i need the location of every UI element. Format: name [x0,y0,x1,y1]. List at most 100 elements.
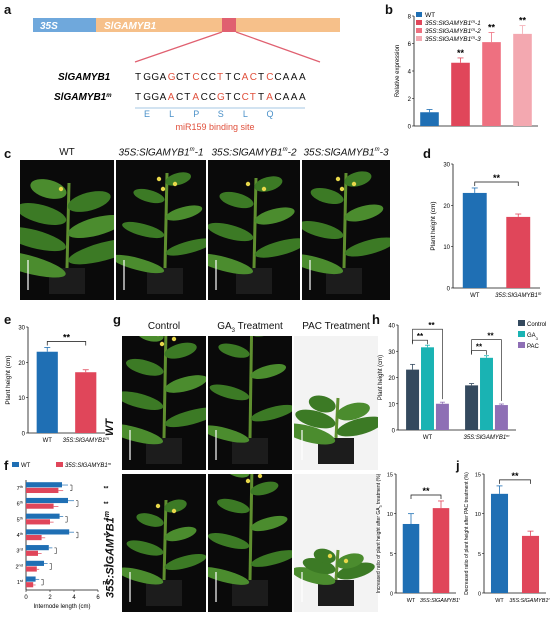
y-tick-label: 1st [17,578,24,586]
seq1-base: T [135,72,141,83]
leaf [250,364,287,379]
sig-bracket [412,328,443,400]
legend-swatch [518,331,525,337]
bar [480,357,493,430]
amino-acid: L [169,109,174,119]
legend-label: 35S:SlGAMYB1m [65,461,112,470]
sig-bracket [65,516,68,523]
legend-swatch [12,462,19,467]
y-tick-label: 10 [18,396,25,402]
sig-label: ** [104,502,109,508]
leaf [208,567,250,585]
leaf [250,481,279,496]
leaf [164,553,206,571]
zoom-line-left [134,31,223,63]
leaf [294,423,336,445]
seq1-base: C [266,72,273,83]
leaf [68,238,114,265]
seq1-base: C [192,72,199,83]
leaf [250,336,278,337]
bar [26,497,68,504]
gene-label: SlGAMYB1 [104,21,157,32]
seq2-base: A [168,92,175,103]
stem [162,499,168,581]
seq1-base: A [299,72,306,83]
seq2-base: A [299,92,306,103]
seq2-base: T [225,92,231,103]
flower [327,553,333,559]
leaf [164,375,206,393]
flower [160,186,166,192]
seq1-base: C [176,72,183,83]
leaf [344,204,384,222]
leaf [122,221,165,239]
seq2-base: A [160,92,167,103]
y-axis-label: Decreased ratio of plant height after PA… [464,472,470,595]
bar [432,508,450,593]
stem [334,397,340,439]
seq2-base: A [291,92,298,103]
legend-label: Control [527,322,546,328]
y-tick-label: 0 [408,125,412,131]
seq1-base: T [217,72,223,83]
sig-label: ** [104,534,109,540]
seq2-base: C [274,92,281,103]
legend-swatch [56,462,63,467]
x-tick-label: WT [470,293,480,299]
pot [146,580,182,606]
x-tick-label: 0 [24,595,28,601]
x-tick-label: 35S:SlGAMYB1m [63,436,110,445]
x-tick-label: WT [43,438,53,444]
y-tick-label: 10 [475,512,481,518]
seq1-base: C [274,72,281,83]
plant-photo [20,160,114,300]
leaf [219,191,254,209]
leaf [310,187,344,205]
amino-acid: L [243,109,248,119]
y-tick-label: 20 [18,361,25,367]
chart-d-plant-height: 0 10 20 30 WT 35S:SlGAMYB1m ** Plant height (cm… [430,163,542,300]
bar [462,192,487,288]
sig-label: ** [63,332,71,342]
panel-label-j: j [456,458,460,473]
leaf [336,402,370,421]
promoter-label: 35S [40,21,58,32]
photo-c-title: WT [59,147,75,158]
seq1-base: A [291,72,298,83]
leaf [302,220,344,240]
bar [513,33,532,126]
zoom-line-right [235,31,321,63]
leaf [254,207,295,225]
y-axis-label: Plant height (cm) [430,201,437,250]
seq2-base: A [283,92,290,103]
treatment-photo [294,474,378,612]
flower [335,176,341,182]
sig-bracket [474,181,519,186]
y-tick-label: 6th [17,499,23,508]
flower [339,186,345,192]
sig-bracket [46,341,87,346]
flower [245,181,251,187]
plant-photo [208,160,300,300]
stem [252,177,258,269]
sig-label: ** [104,565,109,571]
flower [172,181,178,187]
seq1-base: G [151,72,159,83]
legend-label: WT [425,12,435,19]
seq1-name: SlGAMYB1 [58,72,111,83]
seq1-base: G [143,72,151,83]
seq1-base: C [233,72,240,83]
x-tick-label: 35S:SlGAMYB1m [495,291,542,300]
gene-bar [96,18,340,32]
leaf [116,254,165,274]
seq2-base: A [266,92,273,103]
bar [26,560,44,566]
flower [155,503,161,509]
flower [245,478,251,484]
sig-bracket [54,547,57,554]
seq2-name: SlGAMYB1m [54,92,112,103]
